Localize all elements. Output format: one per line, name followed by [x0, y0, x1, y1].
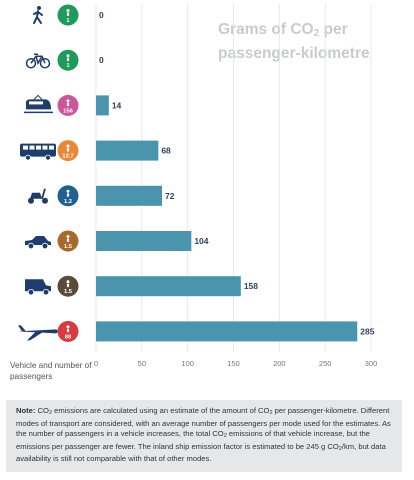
walker-icon	[33, 10, 43, 24]
van-icon	[25, 279, 51, 292]
person-icon-body	[66, 12, 70, 16]
passenger-count: 1.2	[64, 199, 72, 205]
person-icon-body	[66, 57, 70, 62]
chart-title: Grams of CO2 per passenger-kilometre	[218, 21, 370, 62]
x-tick-label: 100	[181, 359, 194, 368]
bicycle-icon	[30, 53, 46, 66]
bus-icon-wheel	[45, 154, 51, 161]
person-icon-head	[66, 144, 70, 148]
person-icon-body	[66, 283, 70, 288]
person-icon-body	[66, 102, 70, 107]
note-box: Note: CO2 emissions are calculated using…	[6, 400, 402, 472]
bar	[96, 95, 109, 116]
car-icon	[25, 236, 51, 245]
train-icon-pantograph	[33, 94, 43, 100]
person-icon-body	[66, 238, 70, 242]
value-label: 158	[244, 281, 258, 291]
x-tick-label: 200	[273, 359, 286, 368]
person-icon-body	[66, 148, 70, 152]
bus-icon-window	[49, 145, 54, 150]
person-icon-head	[66, 280, 70, 284]
x-tick-label: 300	[365, 359, 378, 368]
bicycle-icon-wheel	[39, 57, 51, 69]
van-icon-wheel	[27, 289, 35, 296]
scooter-icon-wheel	[42, 197, 48, 204]
person-icon-head	[66, 99, 70, 103]
value-label: 104	[194, 236, 208, 246]
bar	[96, 185, 162, 206]
scooter-icon-wheel	[28, 197, 34, 204]
bus-icon-wheel	[25, 154, 31, 161]
walker-icon-head	[37, 6, 41, 10]
passenger-count: 12.7	[62, 154, 73, 160]
bus-icon-window	[23, 145, 28, 150]
passenger-count: 88	[65, 334, 72, 340]
person-icon-body	[66, 193, 70, 197]
car-icon-wheel	[41, 242, 49, 250]
van-icon-wheel	[42, 289, 50, 296]
x-tick-label: 250	[319, 359, 332, 368]
scooter-icon	[30, 192, 42, 199]
bar	[96, 140, 159, 161]
person-icon-head	[66, 189, 70, 193]
value-label: 0	[99, 10, 104, 20]
passenger-count: 1.5	[64, 244, 73, 250]
x-tick-label: 50	[138, 359, 146, 368]
value-label: 68	[161, 146, 171, 156]
bus-icon-window	[29, 145, 35, 150]
y-axis-label: Vehicle and number of passengers	[10, 361, 92, 381]
person-icon-body	[66, 328, 70, 333]
value-label: 14	[112, 100, 122, 110]
plane-icon-wing	[27, 331, 44, 341]
plane-icon-tail	[18, 325, 26, 332]
person-icon-head	[66, 54, 70, 58]
passenger-count: 1	[66, 18, 70, 24]
co2-bar-chart: 0 50 100 150 200 250 300 1 0 1 0 156 14 12.7 68 1.2 72 1.…	[18, 4, 378, 368]
person-icon-head	[66, 9, 70, 12]
bus-icon-window	[36, 145, 41, 150]
scooter-icon-steering	[41, 188, 46, 200]
bar	[96, 276, 241, 297]
passenger-count: 1.5	[64, 289, 73, 295]
passenger-count: 156	[63, 108, 73, 114]
value-label: 0	[99, 55, 104, 65]
bar	[96, 321, 358, 342]
car-icon-wheel	[27, 242, 35, 250]
person-icon-head	[66, 235, 70, 238]
passenger-count: 1	[66, 63, 70, 69]
bicycle-icon-wheel	[25, 57, 37, 69]
person-icon-head	[66, 325, 70, 329]
bar	[96, 231, 192, 251]
train-icon-windows	[29, 101, 43, 105]
value-label: 285	[360, 326, 374, 336]
value-label: 72	[165, 191, 175, 201]
bus-icon	[20, 143, 56, 157]
x-tick-label: 0	[94, 359, 98, 368]
x-tick-label: 150	[227, 359, 240, 368]
bus-icon-window	[42, 145, 48, 150]
